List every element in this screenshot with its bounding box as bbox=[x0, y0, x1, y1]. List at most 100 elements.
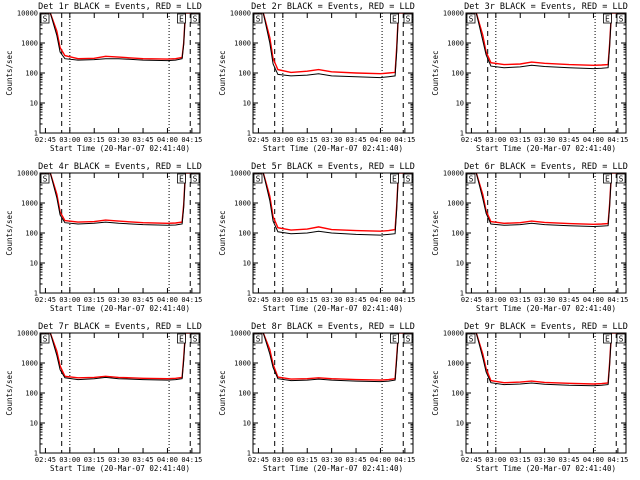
x-axis-label: Start Time (20-Mar-07 02:41:40) bbox=[263, 144, 403, 153]
detector-panel: Det 6r BLACK = Events, RED = LLD 1 10 100 10… bbox=[431, 162, 628, 313]
flag-label: S bbox=[406, 335, 411, 344]
x-tick-label: 03:00 bbox=[272, 136, 293, 144]
y-axis-label: Counts/sec bbox=[5, 370, 14, 415]
panel-title: Det 3r BLACK = Events, RED = LLD bbox=[464, 2, 628, 12]
flag-box bbox=[390, 173, 399, 184]
flag-label: S bbox=[43, 335, 48, 344]
flag-box bbox=[177, 173, 186, 184]
plot-frame bbox=[252, 332, 414, 454]
x-tick-label: 03:15 bbox=[510, 136, 531, 144]
series-line-lld bbox=[253, 333, 413, 381]
panel-title: Det 1r BLACK = Events, RED = LLD bbox=[38, 2, 202, 12]
x-tick-label: 03:30 bbox=[321, 456, 342, 464]
y-tick-label: 1 bbox=[247, 290, 251, 298]
flag-label: S bbox=[619, 175, 624, 184]
flag-label: S bbox=[43, 15, 48, 24]
flag-box bbox=[253, 333, 263, 344]
flag-box bbox=[40, 13, 50, 24]
series-line-events bbox=[40, 13, 200, 62]
panel-title: Det 9r BLACK = Events, RED = LLD bbox=[464, 322, 628, 332]
flag-label: S bbox=[619, 15, 624, 24]
flag-box bbox=[603, 173, 612, 184]
x-tick-label: 03:00 bbox=[485, 296, 506, 304]
x-tick-label: 03:30 bbox=[534, 456, 555, 464]
x-axis-label: Start Time (20-Mar-07 02:41:40) bbox=[263, 304, 403, 313]
panel-title: Det 2r BLACK = Events, RED = LLD bbox=[251, 2, 415, 12]
x-tick-label: 03:00 bbox=[59, 296, 80, 304]
x-axis-label: Start Time (20-Mar-07 02:41:40) bbox=[50, 144, 190, 153]
y-tick-label: 10 bbox=[456, 420, 464, 428]
y-tick-label: 1 bbox=[247, 130, 251, 138]
x-tick-label: 02:45 bbox=[461, 456, 482, 464]
x-tick-label: 03:15 bbox=[297, 296, 318, 304]
flag-label: S bbox=[469, 175, 474, 184]
flag-box bbox=[253, 13, 263, 24]
x-tick-label: 02:45 bbox=[248, 136, 269, 144]
flag-box bbox=[253, 173, 263, 184]
x-tick-label: 02:45 bbox=[248, 456, 269, 464]
series-line-lld bbox=[466, 13, 626, 67]
panel-title: Det 7r BLACK = Events, RED = LLD bbox=[38, 322, 202, 332]
y-tick-label: 1000 bbox=[447, 40, 464, 48]
flag-box bbox=[616, 333, 626, 344]
flag-box bbox=[190, 13, 200, 24]
x-tick-label: 04:00 bbox=[583, 136, 604, 144]
series-line-lld bbox=[253, 173, 413, 232]
x-tick-label: 03:15 bbox=[297, 456, 318, 464]
y-tick-label: 1 bbox=[34, 450, 38, 458]
x-tick-label: 03:45 bbox=[346, 296, 367, 304]
x-tick-label: 04:00 bbox=[370, 136, 391, 144]
flag-box bbox=[603, 333, 612, 344]
y-axis-label: Counts/sec bbox=[218, 50, 227, 95]
x-tick-label: 04:15 bbox=[181, 296, 202, 304]
y-tick-label: 10 bbox=[456, 100, 464, 108]
flag-label: S bbox=[406, 15, 411, 24]
y-tick-label: 1 bbox=[247, 450, 251, 458]
x-tick-label: 04:00 bbox=[583, 456, 604, 464]
plot-frame bbox=[39, 332, 201, 454]
detector-panel: Det 2r BLACK = Events, RED = LLD 1 10 100 10… bbox=[218, 2, 415, 153]
flag-label: S bbox=[256, 335, 261, 344]
x-tick-label: 04:00 bbox=[157, 456, 178, 464]
panel-title: Det 4r BLACK = Events, RED = LLD bbox=[38, 162, 202, 172]
y-tick-label: 100 bbox=[238, 70, 251, 78]
x-tick-label: 03:15 bbox=[297, 136, 318, 144]
x-tick-label: 03:45 bbox=[133, 456, 154, 464]
flag-box bbox=[190, 173, 200, 184]
series-line-events bbox=[40, 333, 200, 381]
flag-box bbox=[466, 333, 476, 344]
x-axis-label: Start Time (20-Mar-07 02:41:40) bbox=[50, 304, 190, 313]
x-tick-label: 04:15 bbox=[394, 136, 415, 144]
flag-box bbox=[403, 333, 413, 344]
flag-label: E bbox=[605, 175, 610, 184]
x-tick-label: 04:00 bbox=[583, 296, 604, 304]
x-tick-label: 03:15 bbox=[84, 136, 105, 144]
series-line-events bbox=[466, 173, 626, 228]
x-tick-label: 03:45 bbox=[133, 136, 154, 144]
plot-frame bbox=[465, 172, 627, 294]
y-tick-label: 10000 bbox=[443, 10, 464, 18]
series-line-lld bbox=[466, 333, 626, 385]
y-tick-label: 1 bbox=[460, 450, 464, 458]
x-tick-label: 03:15 bbox=[510, 296, 531, 304]
panel-title: Det 6r BLACK = Events, RED = LLD bbox=[464, 162, 628, 172]
x-tick-label: 04:00 bbox=[370, 296, 391, 304]
y-tick-label: 1 bbox=[34, 290, 38, 298]
x-axis-label: Start Time (20-Mar-07 02:41:40) bbox=[476, 304, 616, 313]
flag-label: S bbox=[193, 15, 198, 24]
y-axis-label: Counts/sec bbox=[218, 210, 227, 255]
flag-label: S bbox=[256, 175, 261, 184]
x-tick-label: 03:30 bbox=[534, 136, 555, 144]
x-axis-label: Start Time (20-Mar-07 02:41:40) bbox=[50, 464, 190, 473]
detector-panel: Det 8r BLACK = Events, RED = LLD 1 10 100 10… bbox=[218, 322, 415, 473]
y-tick-label: 1000 bbox=[21, 40, 38, 48]
flag-box bbox=[390, 13, 399, 24]
x-tick-label: 03:45 bbox=[559, 296, 580, 304]
detector-panel: Det 1r BLACK = Events, RED = LLD 1 10 100 10… bbox=[5, 2, 202, 153]
y-tick-label: 1 bbox=[460, 290, 464, 298]
flag-box bbox=[616, 173, 626, 184]
flag-label: E bbox=[605, 15, 610, 24]
x-tick-label: 03:15 bbox=[84, 456, 105, 464]
flag-box bbox=[403, 173, 413, 184]
y-tick-label: 1000 bbox=[447, 360, 464, 368]
